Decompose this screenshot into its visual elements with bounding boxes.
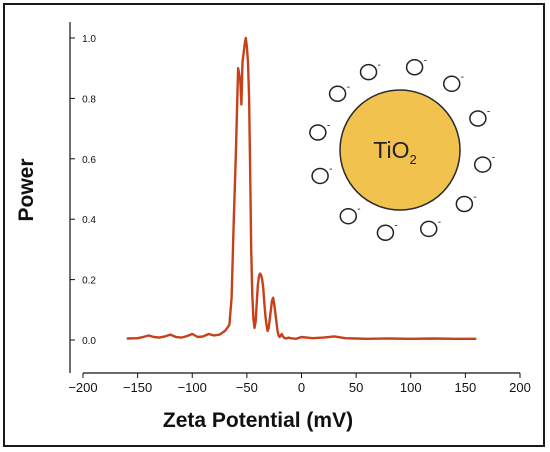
y-axis-title: Power xyxy=(15,158,38,221)
y-tick-label: 0.0 xyxy=(82,336,96,347)
axes xyxy=(69,22,520,374)
x-tick-label: −50 xyxy=(236,380,258,395)
ligand-ring xyxy=(469,110,487,127)
y-tick-label: 0.2 xyxy=(82,276,96,287)
ligand: - xyxy=(455,192,477,213)
x-tick-label: 150 xyxy=(455,380,477,395)
x-tick-label: −200 xyxy=(68,380,97,395)
ligand-charge-label: - xyxy=(347,82,350,93)
ligand: - xyxy=(376,221,398,241)
ligand-charge-label: - xyxy=(461,72,464,83)
x-tick-label: 50 xyxy=(349,380,363,395)
ligand: - xyxy=(405,55,427,76)
ligand-ring xyxy=(473,156,492,173)
ligand-charge-label: - xyxy=(492,153,495,164)
ligands: - - - - - - - - - - - - xyxy=(309,55,495,241)
ligand-charge-label: - xyxy=(487,107,490,118)
x-ticks: −200 −150 −100 −50 0 50 100 150 200 xyxy=(68,373,531,395)
ligand: - xyxy=(309,121,330,141)
ligand: - xyxy=(442,72,464,93)
ligand-charge-label: - xyxy=(378,60,381,71)
ligand-ring xyxy=(405,59,424,76)
ligand-ring xyxy=(419,220,438,238)
ligand: - xyxy=(328,82,350,103)
x-tick-label: −100 xyxy=(178,380,207,395)
ligand-ring xyxy=(339,207,358,225)
x-tick-label: −150 xyxy=(123,380,152,395)
series-line xyxy=(126,36,477,340)
ligand: - xyxy=(339,204,361,225)
ligand-charge-label: - xyxy=(473,192,476,203)
ligand: - xyxy=(473,153,495,173)
ligand-charge-label: - xyxy=(424,55,427,66)
ligand: - xyxy=(419,217,441,238)
ligand-ring xyxy=(309,124,327,141)
ligand-ring xyxy=(311,167,329,185)
y-tick-label: 0.6 xyxy=(82,155,96,166)
y-tick-label: 0.4 xyxy=(82,215,96,226)
y-ticks: 0.0 0.2 0.4 0.6 0.8 1.0 xyxy=(70,34,96,347)
y-tick-label: 0.8 xyxy=(82,94,96,105)
ligand-charge-label: - xyxy=(438,217,441,228)
ligand-ring xyxy=(328,85,347,103)
y-tick-label: 1.0 xyxy=(82,34,96,45)
ligand-ring xyxy=(455,195,474,213)
ligand: - xyxy=(469,107,490,127)
ligand-charge-label: - xyxy=(357,204,360,215)
ligand-ring xyxy=(442,75,461,93)
ligand-charge-label: - xyxy=(327,121,330,132)
ligand-charge-label: - xyxy=(329,164,332,175)
ligand-ring xyxy=(376,224,395,241)
tio2-particle-inset: TiO2 - - - - - - - - - - - - xyxy=(309,55,495,241)
x-tick-label: 100 xyxy=(400,380,422,395)
tio2-core xyxy=(339,89,461,211)
ligand: - xyxy=(359,60,381,81)
ligand-ring xyxy=(359,63,378,81)
x-axis-title: Zeta Potential (mV) xyxy=(163,409,353,432)
ligand-charge-label: - xyxy=(394,221,397,232)
tio2-core-label: TiO2 xyxy=(373,137,416,167)
x-tick-label: 0 xyxy=(298,380,305,395)
ligand: - xyxy=(311,164,332,185)
x-tick-label: 200 xyxy=(509,380,531,395)
